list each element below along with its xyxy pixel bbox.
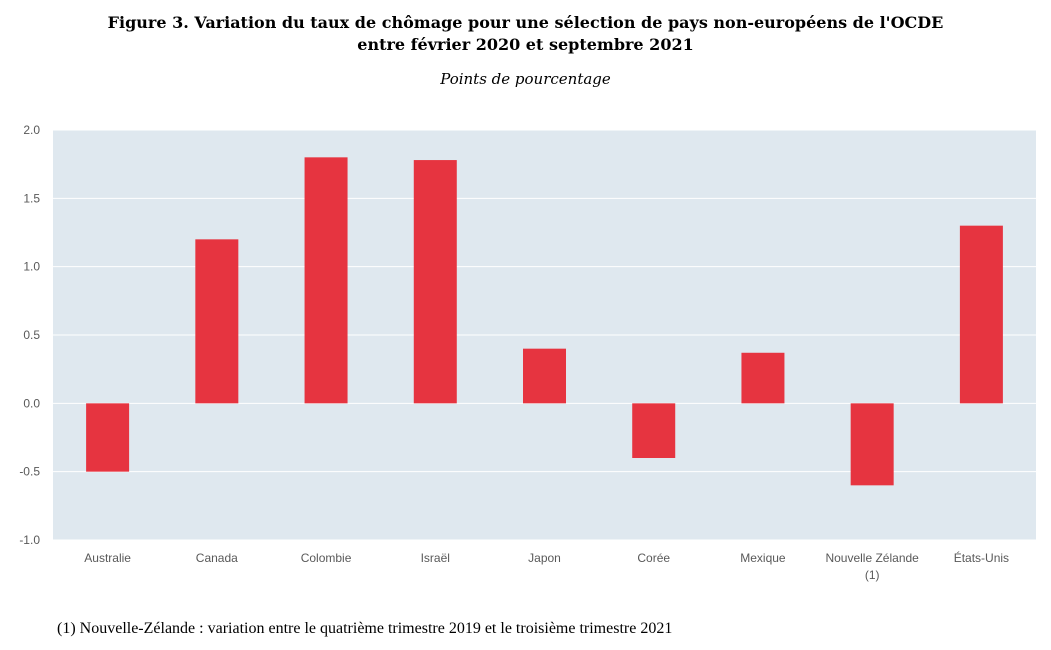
bar-chart: 2.0 1.5 1.0 0.5 0.0 -0.5 -1.0 Australie Canada C…	[19, 123, 1036, 582]
bar	[632, 403, 676, 458]
bar	[741, 352, 785, 404]
x-tick-label: Australie	[84, 551, 131, 565]
chart-title-line-2: entre février 2020 et septembre 2021	[357, 35, 694, 54]
chart-subtitle: Points de pourcentage	[440, 70, 611, 88]
x-tick-label: Japon	[528, 551, 561, 565]
y-tick-label: 2.0	[23, 123, 40, 137]
y-tick-label: 0.0	[23, 396, 40, 410]
x-tick-label: Israël	[421, 551, 450, 565]
y-axis-ticks: 2.0 1.5 1.0 0.5 0.0 -0.5 -1.0	[19, 123, 40, 547]
bar	[86, 403, 130, 472]
x-tick-label: Mexique	[740, 551, 786, 565]
y-tick-label: 1.0	[23, 260, 40, 274]
x-tick-label: Colombie	[301, 551, 352, 565]
x-tick-label: (1)	[865, 568, 880, 582]
bar	[850, 403, 894, 486]
chart-title-line-1: Figure 3. Variation du taux de chômage p…	[107, 13, 944, 32]
bars	[86, 157, 1003, 486]
y-tick-label: 0.5	[23, 328, 40, 342]
bar	[523, 348, 566, 404]
x-tick-label: Corée	[637, 551, 670, 565]
y-tick-label: -0.5	[19, 465, 40, 479]
x-tick-label: Nouvelle Zélande	[825, 551, 919, 565]
bar	[304, 157, 348, 404]
x-tick-label: Canada	[196, 551, 238, 565]
footnote: (1) Nouvelle-Zélande : variation entre l…	[57, 620, 673, 637]
x-tick-label: États-Unis	[954, 550, 1009, 565]
y-tick-label: 1.5	[23, 191, 40, 205]
bar	[195, 239, 239, 404]
chart-title: Figure 3. Variation du taux de chômage p…	[0, 12, 1051, 56]
x-axis-ticks: Australie Canada Colombie Israël Japon Corée M…	[84, 550, 1009, 582]
bar	[413, 160, 457, 404]
bar	[959, 225, 1003, 404]
y-tick-label: -1.0	[19, 533, 40, 547]
